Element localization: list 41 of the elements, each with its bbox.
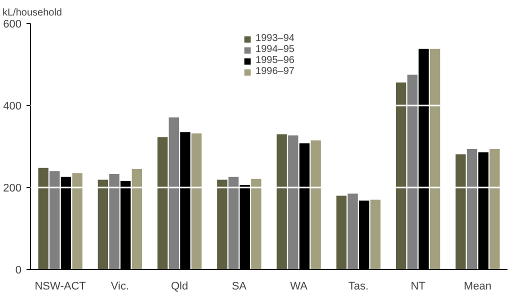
y-tick-label: 400 (3, 100, 22, 112)
bar (132, 169, 142, 270)
y-tick-label: 0 (15, 264, 22, 276)
legend-label: 1993–94 (256, 33, 294, 44)
x-tick-label: NSW-ACT (34, 280, 86, 292)
y-axis-title: kL/household (2, 8, 62, 18)
bar (490, 148, 500, 270)
bar (336, 196, 347, 270)
bar (228, 176, 239, 270)
x-tick-label: Tas. (348, 280, 369, 292)
bar (217, 180, 228, 270)
y-tick-label: 600 (3, 18, 22, 30)
x-tick-label: Qld (171, 280, 188, 292)
x-tick-label: NT (410, 280, 426, 292)
bar (168, 117, 179, 270)
bar (98, 180, 108, 270)
bar (370, 200, 381, 270)
legend-label: 1996–97 (256, 66, 294, 77)
legend-label: 1995–96 (256, 55, 294, 66)
y-tick-label: 200 (3, 182, 22, 194)
bar (348, 194, 358, 270)
x-tick-label: Vic. (110, 280, 130, 292)
bar (50, 171, 60, 270)
x-tick-label: WA (290, 280, 308, 292)
bar (430, 48, 440, 270)
bar (288, 135, 298, 270)
bar (72, 173, 82, 270)
bar (456, 154, 466, 270)
bar (276, 134, 287, 270)
bar (396, 82, 406, 270)
bar (157, 137, 168, 270)
x-tick-label: SA (232, 280, 248, 292)
bar (109, 174, 120, 270)
legend-label: 1994–95 (256, 44, 294, 55)
bar (191, 133, 202, 270)
bar (38, 168, 48, 270)
x-tick-label: Mean (464, 280, 492, 292)
bar (310, 140, 321, 270)
bar (251, 178, 262, 270)
bar (407, 74, 418, 270)
bar (466, 148, 478, 270)
